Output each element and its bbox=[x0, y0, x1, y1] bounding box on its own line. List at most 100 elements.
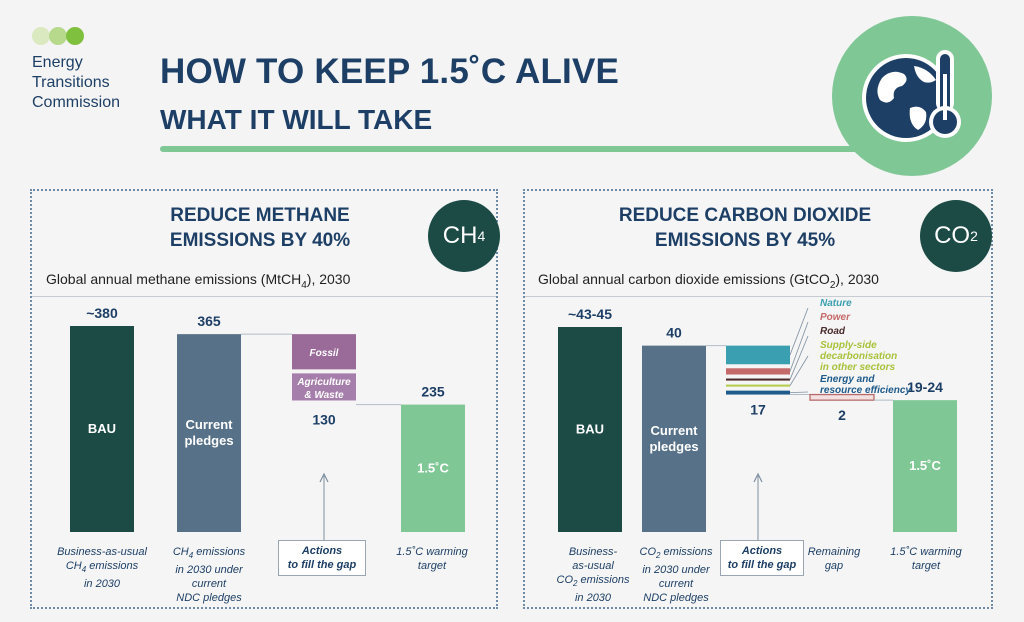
caption-line: Actions bbox=[741, 545, 783, 557]
legend-road: Road bbox=[820, 326, 845, 337]
remaining-gap-bar bbox=[809, 393, 875, 401]
caption-line: in 2030 bbox=[574, 592, 612, 605]
legend-efficiency: Energy and resource efficiency bbox=[820, 374, 940, 396]
arrow-head bbox=[319, 472, 329, 483]
title-rule bbox=[160, 146, 910, 152]
subtitle-text: Global annual carbon dioxide emissions (… bbox=[538, 271, 830, 287]
caption-line: 1.5˚C warming bbox=[396, 546, 468, 558]
title-line: REDUCE METHANE bbox=[170, 205, 350, 226]
logo-line: Commission bbox=[32, 94, 121, 111]
action-segment-nature bbox=[726, 345, 790, 365]
co2-pledges-inner-label: Current bbox=[651, 423, 699, 438]
co2-legend: Nature Power Road Supply-side decarbonis… bbox=[820, 298, 940, 396]
subtitle-text: ), 2030 bbox=[835, 271, 879, 287]
target-value-label: 235 bbox=[421, 384, 445, 400]
actions-value-label: 130 bbox=[312, 412, 336, 428]
arrow-head bbox=[753, 472, 763, 483]
caption-line: Business-as-usual bbox=[57, 546, 147, 558]
co2-target-caption: 1.5˚C warming target bbox=[874, 545, 978, 573]
caption-text: emissions bbox=[86, 560, 139, 572]
actions-caption-box: Actions to fill the gap bbox=[278, 540, 366, 576]
co2-pledges-caption: CO2 emissions in 2030 under current NDC … bbox=[628, 545, 724, 605]
caption-line: CH4 emissions bbox=[42, 559, 162, 577]
action-segment-energy-and-resource-efficiency bbox=[726, 390, 790, 395]
logo-dot-3 bbox=[66, 27, 84, 45]
caption-line: to fill the gap bbox=[287, 559, 357, 571]
co2-bau-bar bbox=[558, 327, 622, 532]
globe-thermometer-icon bbox=[862, 50, 961, 142]
caption-line: to fill the gap bbox=[727, 559, 797, 571]
legend-pointer bbox=[789, 335, 809, 380]
caption-line: current bbox=[191, 578, 227, 591]
title-line: EMISSIONS BY 45% bbox=[654, 230, 836, 251]
legend-pointer bbox=[789, 355, 809, 386]
caption-line: 1.5˚C warming bbox=[890, 546, 962, 558]
panel-divider bbox=[525, 296, 991, 297]
pledges-caption: CH4 emissions in 2030 under current NDC … bbox=[150, 545, 268, 605]
agri-label: & Waste bbox=[304, 390, 344, 401]
caption-line: gap bbox=[824, 560, 844, 572]
caption-line: target bbox=[911, 560, 941, 572]
bau-caption: Business-as-usual CH4 emissions in 2030 bbox=[42, 545, 162, 591]
caption-line: CO2 emissions bbox=[548, 573, 638, 591]
caption-text: CH bbox=[172, 546, 189, 558]
title-line: REDUCE CARBON DIOXIDE bbox=[618, 205, 872, 226]
caption-line: current bbox=[658, 578, 694, 591]
co2-pledges-inner-label: pledges bbox=[649, 439, 698, 454]
caption-line: in 2030 under bbox=[175, 564, 243, 577]
co2-pledges-bar bbox=[642, 345, 706, 532]
caption-line: Remaining bbox=[807, 546, 861, 558]
logo-line: Energy bbox=[32, 54, 83, 71]
caption-line: target bbox=[417, 560, 447, 572]
caption-subscript: 4 bbox=[81, 565, 87, 575]
legend-pointer bbox=[789, 321, 809, 372]
caption-line: Business- bbox=[568, 546, 618, 558]
caption-text: CH bbox=[65, 560, 82, 572]
caption-text: CO bbox=[639, 546, 657, 558]
logo-wordmark: Energy Transitions Commission bbox=[32, 53, 120, 113]
logo-line: Transitions bbox=[32, 74, 110, 91]
caption-line: NDC pledges bbox=[176, 592, 242, 605]
co2-pledges-value-label: 40 bbox=[666, 325, 682, 341]
co2-bau-inner-label: BAU bbox=[576, 422, 604, 437]
methane-panel bbox=[30, 189, 498, 609]
panel-divider bbox=[32, 296, 496, 297]
target-inner-label: 1.5˚C bbox=[417, 460, 449, 475]
target-caption: 1.5˚C warming target bbox=[380, 545, 484, 573]
caption-subscript: 2 bbox=[573, 579, 578, 589]
pledges-inner-label: pledges bbox=[184, 433, 233, 448]
badge-text: CH bbox=[442, 222, 478, 249]
methane-chart-subtitle: Global annual methane emissions (MtCH4),… bbox=[46, 271, 350, 291]
bau-inner-label: BAU bbox=[88, 421, 116, 436]
legend-line: Energy and bbox=[820, 374, 875, 385]
subtitle-subscript: 2 bbox=[829, 279, 836, 291]
caption-line: Actions bbox=[301, 545, 343, 557]
pledges-bar bbox=[177, 334, 241, 532]
co2-actions-caption-box: Actions to fill the gap bbox=[720, 540, 804, 576]
co2-panel-title: REDUCE CARBON DIOXIDE EMISSIONS BY 45% bbox=[590, 203, 900, 253]
legend-line: Supply-side bbox=[820, 340, 877, 351]
ch4-badge: CH 4 bbox=[428, 200, 500, 272]
logo-dot-1 bbox=[32, 27, 50, 45]
page-subtitle: WHAT IT WILL TAKE bbox=[160, 104, 433, 135]
action-segment-supply-side-decarbonisation-in-other-sectors bbox=[726, 384, 790, 387]
legend-power: Power bbox=[820, 312, 851, 323]
caption-text: emissions bbox=[193, 546, 246, 558]
fossil-label: Fossil bbox=[310, 348, 339, 359]
co2-target-inner-label: 1.5˚C bbox=[909, 458, 941, 473]
caption-line: NDC pledges bbox=[643, 592, 709, 605]
badge-subscript: 4 bbox=[477, 228, 486, 244]
methane-panel-title: REDUCE METHANE EMISSIONS BY 40% bbox=[110, 203, 410, 253]
caption-text: CO bbox=[556, 574, 574, 586]
legend-nature: Nature bbox=[820, 298, 852, 309]
co2-target-bar bbox=[893, 400, 957, 532]
co2-chart-subtitle: Global annual carbon dioxide emissions (… bbox=[538, 271, 879, 291]
pledges-inner-label: Current bbox=[186, 417, 234, 432]
legend-supply: Supply-side decarbonisation in other sec… bbox=[820, 340, 940, 374]
fossil-segment bbox=[292, 334, 356, 370]
co2-actions-value-label: 17 bbox=[750, 402, 766, 418]
agriculture-segment bbox=[292, 373, 356, 401]
target-bar bbox=[401, 404, 465, 532]
action-segment-road bbox=[726, 378, 790, 381]
